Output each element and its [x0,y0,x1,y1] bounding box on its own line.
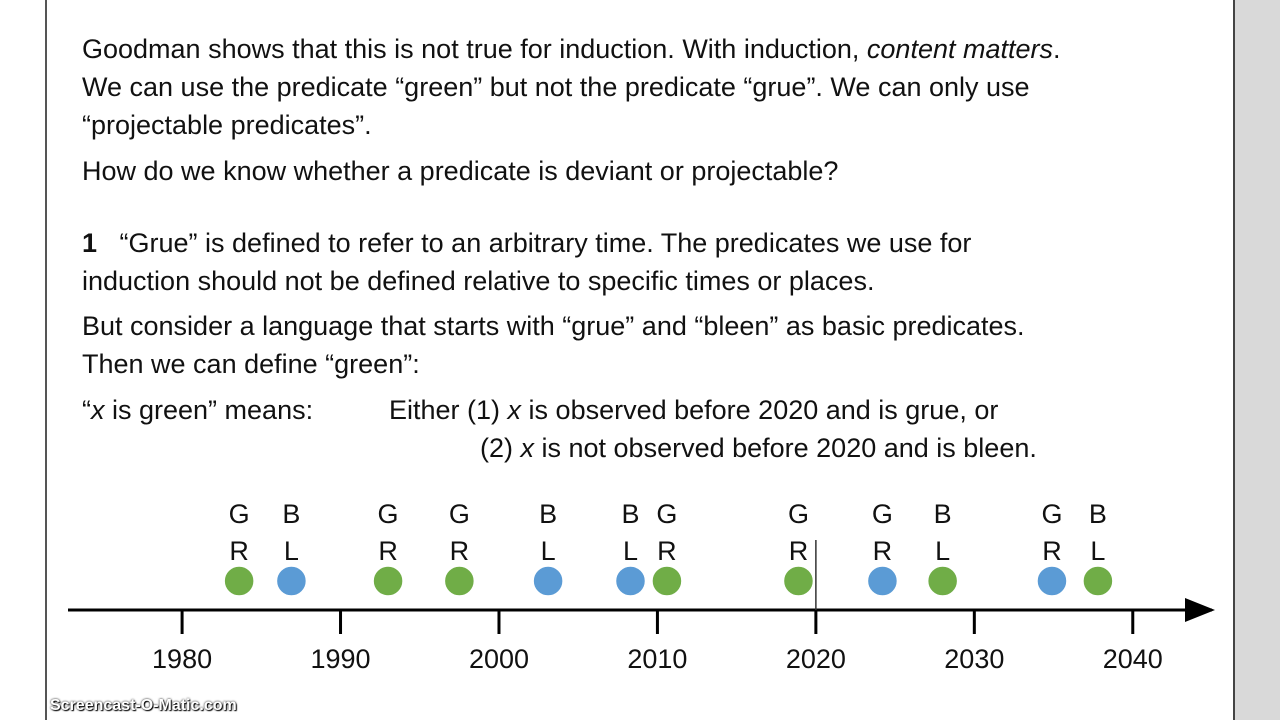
text-segment: . [1053,34,1061,64]
x-tick-label: 2020 [786,644,846,674]
observation-dot [443,565,476,597]
point-label-bottom: R [378,536,398,566]
point-label-top: G [378,499,399,529]
x-tick-label: 2040 [1103,644,1163,674]
x-tick-label: 2030 [944,644,1004,674]
text-segment: x [91,395,105,425]
x-tick-label: 2000 [469,644,529,674]
text-segment: content matters [866,34,1053,64]
text-segment: How do we know whether a predicate is de… [82,156,839,186]
x-tick-label: 1980 [152,644,212,674]
point-label-top: G [788,499,809,529]
text-line: (2) x is not observed before 2020 and is… [480,432,1037,464]
text-segment: Then we can define “green”: [82,349,420,379]
text-segment: Goodman shows that this is not true for … [82,34,867,64]
point-label-bottom: L [623,536,638,566]
text-line: Either (1) x is observed before 2020 and… [389,394,998,426]
text-segment: Either (1) [389,395,508,425]
point-label-bottom: R [450,536,470,566]
x-tick-label: 1990 [310,644,370,674]
text-segment: 1 [82,228,98,258]
observation-dot [223,565,255,597]
text-segment: We can use the predicate “green” but not… [82,72,1030,102]
observation-dot [532,565,564,597]
watermark: Screencast-O-Matic.com [50,697,237,714]
point-label-bottom: R [657,536,677,566]
text-line: But consider a language that starts with… [82,310,1025,342]
point-label-top: B [621,499,639,529]
text-segment: is not observed before 2020 and is bleen… [534,433,1037,463]
text-line: induction should not be defined relative… [82,265,874,297]
point-label-top: G [229,499,250,529]
observation-dot [782,565,815,597]
point-label-top: G [449,499,470,529]
text-line: How do we know whether a predicate is de… [82,155,838,187]
observation-dot [1082,565,1114,597]
observation-dot [866,565,899,597]
right-margin [1234,0,1280,720]
text-segment: (2) [480,433,521,463]
point-label-top: B [934,499,952,529]
point-label-top: G [872,499,893,529]
point-label-bottom: L [1090,536,1105,566]
observation-dot [926,565,959,597]
point-label-bottom: R [229,536,249,566]
left-margin [0,0,46,720]
point-label-bottom: R [1042,536,1062,566]
observation-dot [275,565,308,597]
point-label-bottom: R [789,536,809,566]
text-segment: “projectable predicates”. [82,110,372,140]
point-label-top: B [1089,499,1107,529]
point-label-bottom: L [541,536,556,566]
text-segment: is observed before 2020 and is grue, or [521,395,999,425]
x-tick-label: 2010 [627,644,687,674]
text-segment: “Grue” is defined to refer to an arbitra… [97,228,972,258]
point-label-bottom: L [284,536,299,566]
text-segment: x [507,395,522,425]
point-label-top: G [1041,499,1062,529]
text-line: “projectable predicates”. [82,109,372,141]
text-line: Then we can define “green”: [82,348,420,380]
text-segment: induction should not be defined relative… [82,266,875,296]
text-segment: is green” means: [104,395,314,425]
text-line: “x is green” means: [82,394,313,426]
point-label-bottom: L [935,536,950,566]
point-label-top: G [656,499,677,529]
observation-dot [614,565,647,597]
point-label-top: B [282,499,300,529]
text-segment: x [520,433,535,463]
text-line: 1 “Grue” is defined to refer to an arbit… [82,227,971,259]
point-label-top: B [539,499,557,529]
text-segment: “ [82,395,91,425]
observation-dot [651,565,683,597]
observation-dot [1036,565,1068,597]
text-segment: But consider a language that starts with… [82,311,1025,341]
observation-dot [372,565,404,597]
text-line: We can use the predicate “green” but not… [82,71,1030,103]
point-label-bottom: R [873,536,893,566]
text-line: Goodman shows that this is not true for … [82,33,1061,65]
